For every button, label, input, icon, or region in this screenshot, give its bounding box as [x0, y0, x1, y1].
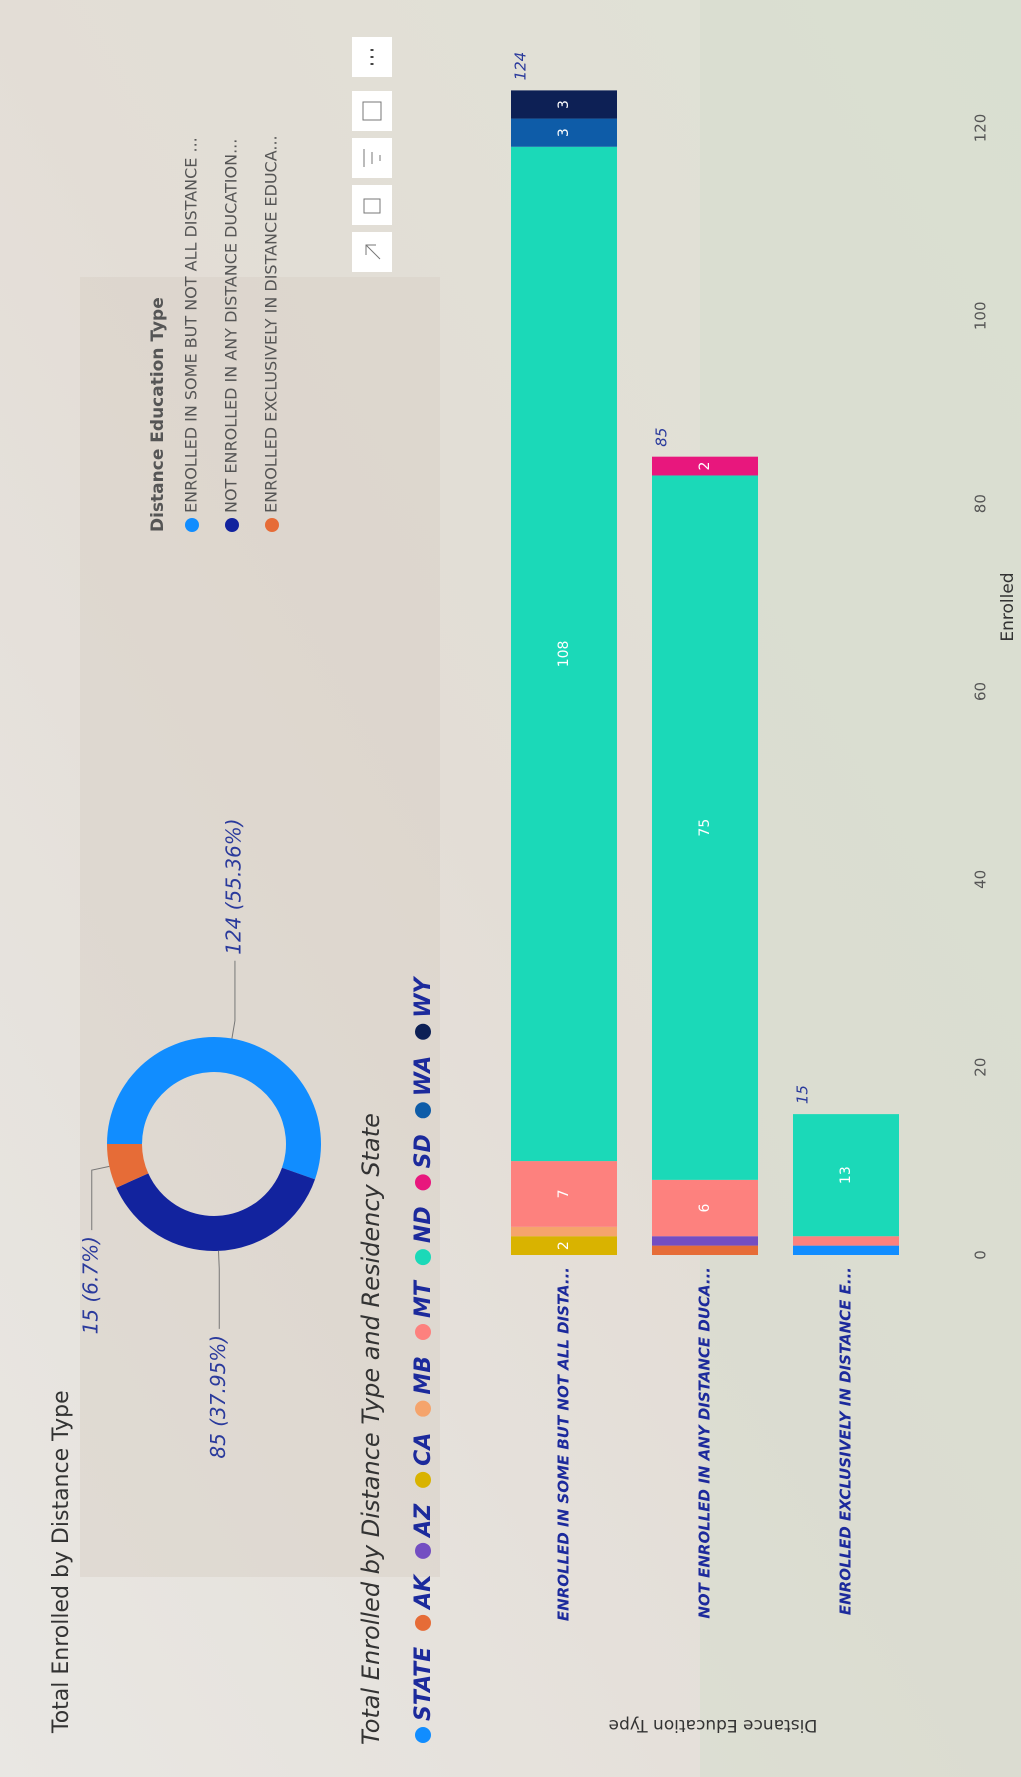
bar-title: Total Enrolled by Distance Type and Resi… — [357, 1113, 385, 1745]
bar-segment — [652, 1236, 758, 1246]
visual-toolbar — [352, 37, 392, 272]
legend-label: STATE — [411, 1647, 436, 1721]
legend-marker — [415, 1727, 431, 1743]
legend-marker — [265, 518, 279, 532]
y-tick-label: ENROLLED IN SOME BUT NOT ALL DISTA... — [555, 1267, 573, 1621]
leader-line — [218, 1250, 220, 1329]
legend-label: ENROLLED EXCLUSIVELY IN DISTANCE EDUCA..… — [262, 135, 281, 513]
legend-marker — [415, 1102, 431, 1119]
bar-segment — [511, 146, 617, 1162]
legend-marker — [415, 1542, 431, 1559]
bar-segment — [652, 1179, 758, 1237]
x-tick-label: 120 — [972, 114, 990, 143]
x-tick-label: 80 — [972, 494, 990, 513]
legend-label: ENROLLED IN SOME BUT NOT ALL DISTANCE ..… — [182, 137, 201, 513]
bar-segment — [652, 475, 758, 1180]
copy-icon — [363, 198, 381, 214]
x-tick-label: 20 — [972, 1058, 990, 1077]
x-tick-label: 0 — [972, 1250, 990, 1260]
legend-marker — [415, 1249, 431, 1266]
y-tick-label: ENROLLED EXCLUSIVELY IN DISTANCE E... — [837, 1267, 855, 1615]
legend-marker — [415, 1174, 431, 1191]
legend-marker — [415, 1614, 431, 1631]
legend-label: CA — [411, 1433, 436, 1466]
data-label: 108 — [556, 641, 572, 668]
legend-title: Distance Education Type — [148, 297, 168, 532]
legend-label: ND — [411, 1206, 436, 1243]
total-label: 85 — [653, 428, 671, 447]
bar-segment — [511, 118, 617, 147]
donut-label: 85 (37.95%) — [206, 1335, 230, 1459]
legend-marker — [415, 1471, 431, 1488]
donut-slice — [107, 1144, 149, 1188]
data-label: 7 — [556, 1189, 572, 1198]
background-lawn — [700, 0, 1021, 1777]
bar-segment — [793, 1236, 899, 1246]
focus-button[interactable] — [352, 91, 392, 131]
donut-label: 124 (55.36%) — [221, 818, 245, 954]
pin-icon — [365, 244, 381, 260]
leader-line — [231, 960, 236, 1039]
y-axis-title: Distance Education Type — [609, 1715, 818, 1735]
bar-segment — [511, 1161, 617, 1227]
legend-label: MB — [411, 1356, 436, 1395]
focus-icon — [362, 101, 382, 121]
total-label: 124 — [512, 52, 530, 81]
legend-label: AZ — [411, 1503, 436, 1539]
bar-segment — [652, 1245, 758, 1255]
donut-slice — [107, 1037, 321, 1180]
donut-label: 15 (6.7%) — [78, 1236, 102, 1334]
pin-button[interactable] — [352, 232, 392, 272]
legend-marker — [185, 518, 199, 532]
x-tick-label: 40 — [972, 870, 990, 889]
data-label: 75 — [697, 819, 713, 837]
legend-label: WA — [411, 1056, 436, 1097]
x-tick-label: 60 — [972, 682, 990, 701]
legend-marker — [415, 1023, 431, 1040]
leader-line — [91, 1165, 110, 1231]
x-axis-title: Enrolled — [998, 572, 1018, 641]
legend-marker — [415, 1400, 431, 1417]
bar-segment — [793, 1114, 899, 1237]
legend-label: AK — [411, 1573, 436, 1611]
donut-title: Total Enrolled by Distance Type — [49, 1390, 74, 1734]
bar-segment — [652, 456, 758, 476]
bar-segment — [511, 1226, 617, 1237]
legend-marker — [225, 518, 239, 532]
y-tick-label: NOT ENROLLED IN ANY DISTANCE DUCA... — [696, 1267, 714, 1619]
legend-marker — [415, 1323, 431, 1340]
data-label: 2 — [556, 1241, 572, 1250]
total-label: 15 — [794, 1085, 812, 1104]
legend-label: SD — [411, 1134, 436, 1168]
background-building — [80, 277, 440, 1577]
data-label: 13 — [838, 1166, 854, 1184]
data-label: 6 — [697, 1204, 713, 1213]
bar-segment — [793, 1245, 899, 1255]
bar-segment — [511, 1236, 617, 1255]
data-label: 3 — [556, 128, 572, 137]
legend-label: MT — [411, 1279, 436, 1318]
data-label: 2 — [697, 462, 713, 471]
legend-label: NOT ENROLLED IN ANY DISTANCE DUCATION... — [222, 139, 241, 513]
legend-label: WY — [411, 975, 436, 1017]
donut-slice — [116, 1167, 315, 1251]
copy-button[interactable] — [352, 185, 392, 225]
data-label: 3 — [556, 100, 572, 109]
bar-segment — [511, 90, 617, 119]
filter-icon — [363, 149, 381, 167]
x-tick-label: 100 — [972, 301, 990, 330]
